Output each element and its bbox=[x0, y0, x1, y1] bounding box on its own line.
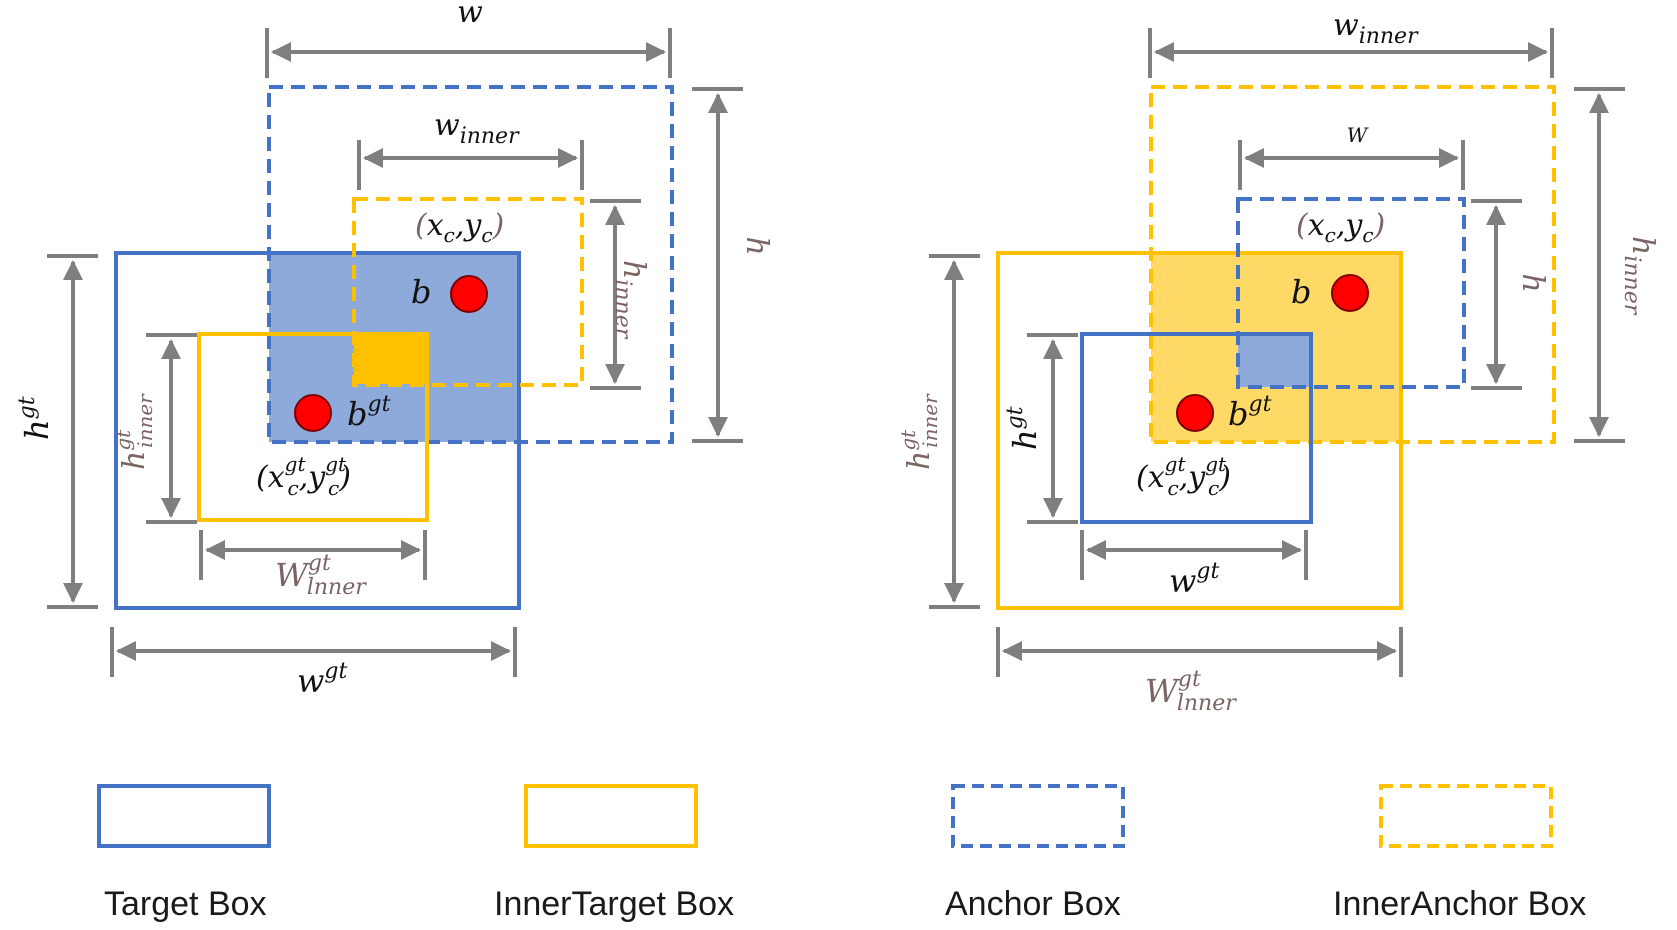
left-inner-anchor-box bbox=[352, 197, 584, 387]
legend-label-target-box: Target Box bbox=[104, 885, 267, 923]
right-inner-anchor-box bbox=[1149, 85, 1556, 444]
left-inner-overlap-fill bbox=[354, 334, 427, 384]
legend-swatch-inner-target-box bbox=[524, 784, 698, 848]
left-label-w-gt-inner: Wgt lnner bbox=[275, 551, 367, 600]
legend-label-inner-target-box: InnerTarget Box bbox=[494, 885, 734, 923]
right-label-h-gt: hgt bbox=[1003, 406, 1044, 450]
legend-swatch-inner-anchor-box bbox=[1379, 784, 1553, 848]
right-inner-overlap-fill bbox=[1238, 334, 1311, 387]
right-target-box bbox=[1080, 332, 1313, 524]
legend-swatch-target-box bbox=[97, 784, 271, 848]
right-anchor-center-dot bbox=[1331, 274, 1369, 312]
right-label-b-gt: bgt bbox=[1228, 392, 1272, 433]
right-label-h-inner: hinner bbox=[1619, 236, 1660, 316]
right-label-h: h bbox=[1515, 273, 1550, 292]
left-label-h-gt: hgt bbox=[15, 396, 56, 440]
left-label-h-gt-inner: hgtinner bbox=[111, 393, 157, 470]
legend-label-inner-anchor-box: InnerAnchor Box bbox=[1333, 885, 1586, 923]
left-anchor-center-dot bbox=[450, 275, 488, 313]
left-label-w-gt: wgt bbox=[297, 659, 347, 700]
left-label-h: h bbox=[739, 236, 774, 255]
left-label-b: b bbox=[411, 273, 431, 311]
right-anchor-box bbox=[1236, 197, 1466, 389]
right-label-w-gt-inner: Wgt lnner bbox=[1145, 667, 1237, 716]
left-anchor-box bbox=[267, 85, 674, 444]
legend-label-anchor-box: Anchor Box bbox=[945, 885, 1121, 923]
left-target-box bbox=[114, 251, 521, 610]
legend: Target Box InnerTarget Box Anchor Box In… bbox=[97, 784, 1586, 923]
left-panel: w winner h hinner (xc,yc) b bgt (xgt c,yg… bbox=[15, 0, 774, 700]
right-label-h-gt-inner: hgtinner bbox=[896, 393, 942, 470]
left-inner-target-box bbox=[197, 332, 429, 522]
right-panel: winner W h hinner (xc,yc) b bgt (xgt c,yg… bbox=[896, 8, 1660, 716]
left-label-w-inner: winner bbox=[434, 108, 520, 149]
right-label-center-gt: (xgt c,ygt c) bbox=[1136, 452, 1231, 500]
left-label-b-gt: bgt bbox=[347, 392, 391, 433]
right-inner-target-box bbox=[996, 251, 1403, 610]
left-label-center-gt: (xgt c,ygt c) bbox=[256, 452, 351, 500]
right-gt-center-dot bbox=[1176, 394, 1214, 432]
left-label-h-inner: hinner bbox=[610, 260, 651, 340]
left-gt-center-dot bbox=[294, 394, 332, 432]
right-label-b: b bbox=[1291, 273, 1311, 311]
right-label-w-inner: winner bbox=[1333, 8, 1419, 49]
legend-swatch-anchor-box bbox=[951, 784, 1125, 848]
right-label-w: W bbox=[1347, 123, 1369, 147]
left-label-w: w bbox=[457, 0, 483, 30]
right-label-center-anchor: (xc,yc) bbox=[1296, 208, 1385, 247]
right-label-w-gt: wgt bbox=[1169, 559, 1219, 600]
left-label-center-anchor: (xc,yc) bbox=[415, 208, 504, 247]
